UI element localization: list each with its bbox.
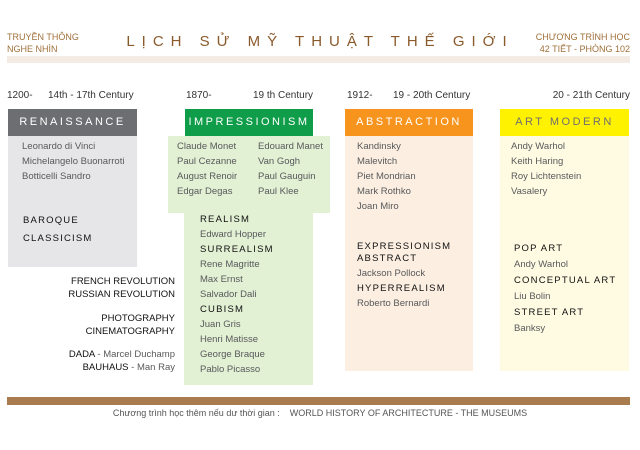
artist: - Man Ray — [128, 362, 175, 373]
impressionism-panel-bottom — [184, 213, 313, 385]
artist: George Braque — [200, 349, 265, 360]
page-title: LỊCH SỬ MỸ THUẬT THẾ GIỚI — [126, 33, 514, 50]
artist: Keith Haring — [511, 156, 564, 167]
header-left-line: NGHE NHÌN — [7, 44, 58, 54]
art-modern-groups: POP ART Andy Warhol CONCEPTUAL ART Liu B… — [514, 240, 616, 336]
renaissance-artists: Leonardo di Vinci Michelangelo Buonarrot… — [22, 139, 124, 184]
artist: Malevitch — [357, 156, 398, 167]
movement: CLASSICISM — [23, 233, 93, 244]
footer-note: Chương trình học thêm nếu dư thời gian :… — [0, 408, 640, 418]
artist: Paul Gauguin — [258, 171, 316, 182]
abstraction-header: ABSTRACTION — [345, 109, 473, 136]
movement: BAROQUE — [23, 215, 79, 226]
renaissance-start: 1200- — [7, 90, 33, 101]
art-modern-period: 20 - 21th Century — [552, 90, 630, 101]
artist: Paul Klee — [258, 186, 299, 197]
impressionism-artists-left: Claude Monet Paul Cezanne August Renoir … — [177, 139, 237, 199]
artist: Mark Rothko — [357, 186, 411, 197]
movement: SURREALISM — [200, 244, 274, 255]
movement: REALISM — [200, 214, 251, 225]
impressionism-panel-top — [168, 136, 330, 213]
movement: EXPRESSIONISM ABSTRACT — [357, 241, 452, 264]
artist: Andy Warhol — [514, 259, 569, 270]
artist: Claude Monet — [177, 141, 237, 152]
artist: Edward Hopper — [200, 229, 267, 240]
movement: BAUHAUS — [82, 362, 129, 373]
art-modern-header: ART MODERN — [500, 109, 629, 136]
movement: CONCEPTUAL ART — [514, 275, 617, 286]
note: FRENCH REVOLUTION — [71, 276, 175, 287]
header-right-line: CHƯƠNG TRÌNH HỌC — [535, 32, 630, 42]
artist: Banksy — [514, 323, 546, 334]
artist: Piet Mondrian — [357, 171, 416, 182]
movement: DADA — [68, 349, 95, 360]
artist: Paul Cezanne — [177, 156, 237, 167]
note: DADA - Marcel Duchamp — [69, 348, 175, 361]
artist: - Marcel Duchamp — [94, 349, 175, 360]
movement: CUBISM — [200, 304, 245, 315]
impressionism-start: 1870- — [186, 90, 212, 101]
abstraction-artists: Kandinsky Malevitch Piet Mondrian Mark R… — [357, 139, 416, 214]
art-modern-artists: Andy Warhol Keith Haring Roy Lichtenstei… — [511, 139, 581, 199]
artist: Liu Bolin — [514, 291, 551, 302]
abstraction-start: 1912- — [347, 90, 373, 101]
footer-label: Chương trình học thêm nếu dư thời gian : — [112, 408, 280, 418]
note: RUSSIAN REVOLUTION — [68, 289, 175, 300]
header-right-line: 42 TIẾT - PHÒNG 102 — [539, 44, 630, 54]
header-right: CHƯƠNG TRÌNH HỌC 42 TIẾT - PHÒNG 102 — [536, 31, 630, 55]
header-left: TRUYỀN THÔNG NGHE NHÌN — [7, 31, 79, 55]
impressionism-groups: REALISM Edward Hopper SURREALISM Rene Ma… — [200, 212, 274, 377]
renaissance-header: RENAISSANCE — [8, 109, 137, 136]
artist: Henri Matisse — [200, 334, 259, 345]
footer-value: WORLD HISTORY OF ARCHITECTURE - THE MUSE… — [289, 408, 528, 418]
renaissance-panel — [8, 136, 137, 267]
artist: Roy Lichtenstein — [511, 171, 582, 182]
artist: Edouard Manet — [258, 141, 323, 152]
abstraction-panel — [345, 136, 473, 371]
artist: Jackson Pollock — [357, 268, 426, 279]
artist: Van Gogh — [258, 156, 301, 167]
note: BAUHAUS - Man Ray — [69, 361, 175, 374]
artist: Botticelli Sandro — [22, 171, 91, 182]
abstraction-period: 19 - 20th Century — [393, 90, 471, 101]
header-left-line: TRUYỀN THÔNG — [7, 32, 79, 42]
artist: Edgar Degas — [177, 186, 233, 197]
note: PHOTOGRAPHY — [101, 313, 175, 324]
movement: POP ART — [514, 243, 564, 254]
note: CINEMATOGRAPHY — [85, 326, 175, 337]
artist: Max Ernst — [200, 274, 243, 285]
impressionism-period: 19 th Century — [253, 90, 314, 101]
abstraction-groups: EXPRESSIONISM ABSTRACT Jackson Pollock H… — [357, 241, 457, 311]
impressionism-header: IMPRESSIONISM — [185, 109, 313, 136]
renaissance-movements: BAROQUE CLASSICISM — [23, 212, 93, 248]
artist: Salvador Dali — [200, 289, 257, 300]
revolutions-note: FRENCH REVOLUTION RUSSIAN REVOLUTION — [68, 275, 175, 301]
footer-bar — [7, 397, 630, 405]
artist: Rene Magritte — [200, 259, 260, 270]
header-band — [7, 56, 630, 63]
artist: Pablo Picasso — [200, 364, 261, 375]
art-modern-panel — [500, 136, 629, 371]
artist: Joan Miro — [357, 201, 399, 212]
artist: Roberto Bernardi — [357, 298, 430, 309]
movement: HYPERREALISM — [357, 283, 446, 294]
dada-bauhaus-note: DADA - Marcel Duchamp BAUHAUS - Man Ray — [69, 348, 175, 374]
artist: Juan Gris — [200, 319, 241, 330]
artist: Vasalery — [511, 186, 548, 197]
renaissance-period: 14th - 17th Century — [48, 90, 134, 101]
movement: STREET ART — [514, 307, 585, 318]
media-note: PHOTOGRAPHY CINEMATOGRAPHY — [86, 312, 175, 338]
artist: Michelangelo Buonarroti — [22, 156, 125, 167]
artist: Leonardo di Vinci — [22, 141, 96, 152]
impressionism-artists-right: Edouard Manet Van Gogh Paul Gauguin Paul… — [258, 139, 323, 199]
artist: August Renoir — [177, 171, 238, 182]
artist: Andy Warhol — [511, 141, 566, 152]
artist: Kandinsky — [357, 141, 401, 152]
